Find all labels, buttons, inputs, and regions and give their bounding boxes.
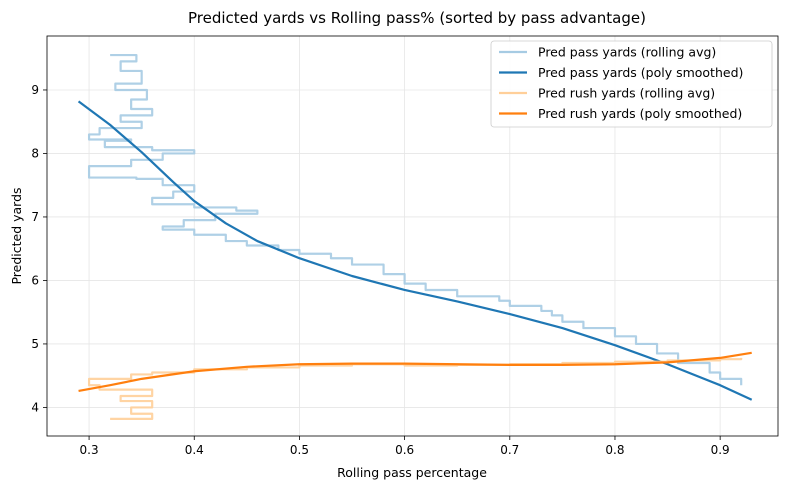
series-layer <box>77 53 753 420</box>
ticks: 0.3 0.4 0.5 0.6 0.7 0.8 0.9 4 5 6 7 8 9 <box>31 83 729 457</box>
chart-title: Predicted yards vs Rolling pass% (sorted… <box>188 9 646 27</box>
y-tick-label: 8 <box>31 146 39 160</box>
series-line-1 <box>87 53 743 386</box>
y-tick-label: 6 <box>31 273 39 287</box>
y-tick-label: 5 <box>31 337 39 351</box>
series-line-3 <box>87 357 743 420</box>
legend-entry: Pred rush yards (poly smoothed) <box>538 106 742 121</box>
x-tick-label: 0.8 <box>605 443 624 457</box>
x-tick-label: 0.7 <box>500 443 519 457</box>
y-axis-label: Predicted yards <box>9 187 24 284</box>
legend-entry: Pred rush yards (rolling avg) <box>538 86 715 101</box>
legend-entry: Pred pass yards (rolling avg) <box>538 45 716 60</box>
plot-frame <box>46 35 779 437</box>
x-tick-label: 0.4 <box>185 443 204 457</box>
series-line-4 <box>78 351 752 393</box>
x-tick-label: 0.5 <box>290 443 309 457</box>
y-tick-label: 7 <box>31 210 39 224</box>
x-tick-label: 0.3 <box>80 443 99 457</box>
legend-box <box>490 40 773 128</box>
legend-entry: Pred pass yards (poly smoothed) <box>538 65 743 80</box>
x-axis-label: Rolling pass percentage <box>337 465 487 480</box>
y-tick-label: 9 <box>31 83 39 97</box>
series-line-2 <box>77 100 753 401</box>
x-tick-label: 0.9 <box>711 443 730 457</box>
legend: Pred pass yards (rolling avg) Pred pass y… <box>490 40 773 128</box>
y-tick-label: 4 <box>31 400 39 414</box>
x-tick-label: 0.6 <box>395 443 414 457</box>
